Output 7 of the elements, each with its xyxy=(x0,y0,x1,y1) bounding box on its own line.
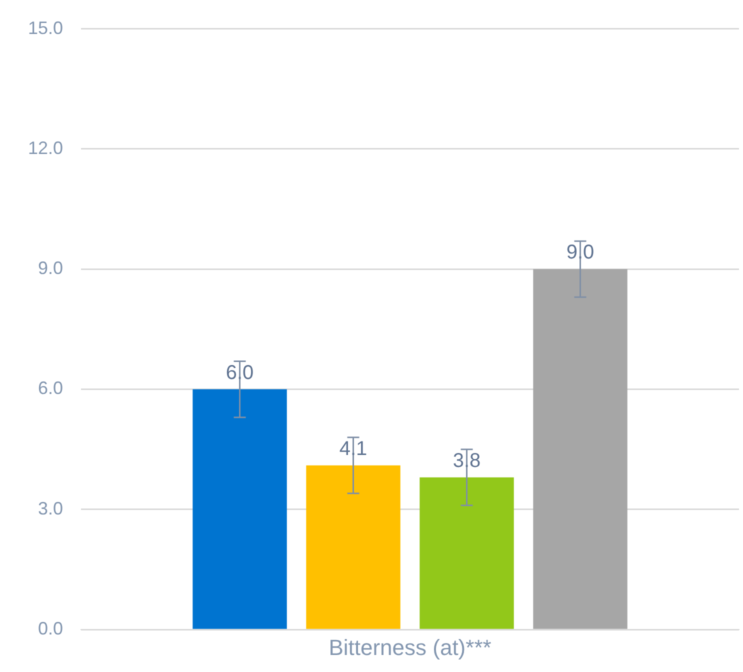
y-tick-label: 12.0 xyxy=(28,138,64,158)
y-tick-label: 0.0 xyxy=(38,618,64,639)
y-tick-label: 6.0 xyxy=(38,378,64,398)
y-tick-label: 15.0 xyxy=(28,18,64,38)
y-tick-label: 3.0 xyxy=(38,498,64,518)
x-tick-label: Bitterness (at)*** xyxy=(328,634,492,660)
y-tick-label: 9.0 xyxy=(38,258,64,278)
